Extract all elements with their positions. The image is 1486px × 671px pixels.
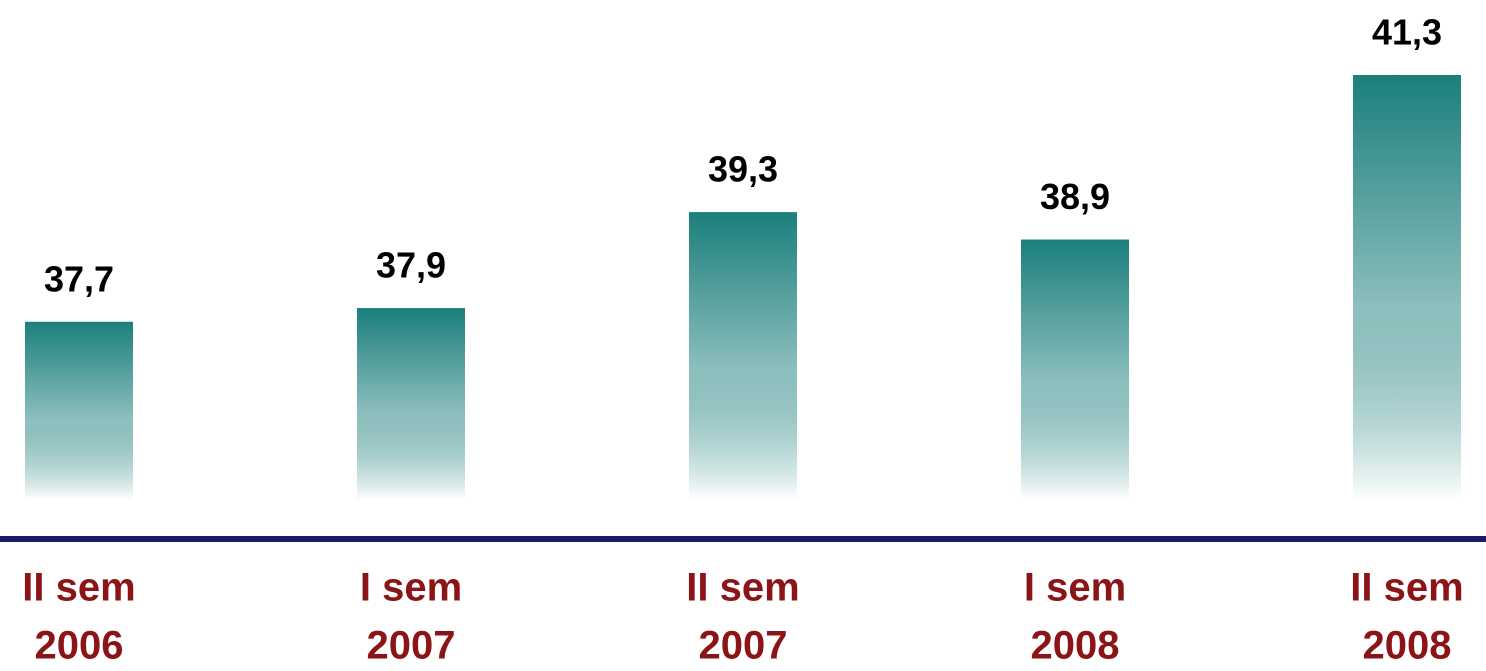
bar	[25, 321, 133, 500]
value-label: 41,3	[1372, 12, 1442, 53]
bar	[1021, 239, 1129, 501]
x-tick-label: II sem	[22, 566, 135, 610]
x-tick-label: 2006	[35, 624, 124, 668]
value-label: 39,3	[708, 149, 778, 190]
x-tick-label: 2007	[367, 624, 456, 668]
bar	[689, 212, 797, 500]
x-tick-label: II sem	[686, 566, 799, 610]
x-tick-label: I sem	[1024, 566, 1126, 610]
bar	[1353, 75, 1461, 500]
baseline	[0, 536, 1486, 542]
value-label: 37,9	[376, 245, 446, 286]
x-tick-label: 2008	[1363, 624, 1452, 668]
value-label: 37,7	[44, 258, 114, 299]
value-label: 38,9	[1040, 176, 1110, 217]
x-tick-label: I sem	[360, 566, 462, 610]
bar	[357, 308, 465, 500]
x-tick-label: II sem	[1350, 566, 1463, 610]
x-tick-label: 2008	[1031, 624, 1120, 668]
x-tick-label: 2007	[699, 624, 788, 668]
